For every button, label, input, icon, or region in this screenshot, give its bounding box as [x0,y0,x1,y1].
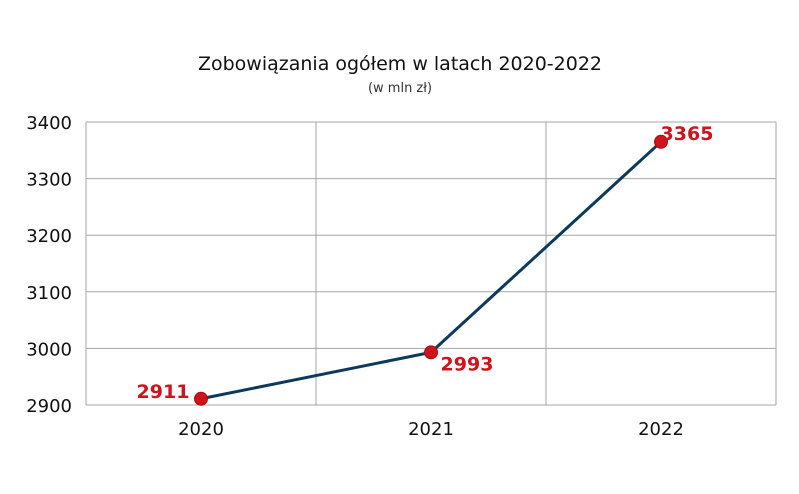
x-tick-label: 2022 [638,419,684,440]
y-tick-label: 3300 [26,170,72,191]
chart-title: Zobowiązania ogółem w latach 2020-2022 [198,53,602,75]
series-group [194,134,668,406]
data-point [194,391,208,406]
x-axis: 2020 2021 2022 [178,419,684,440]
grid [85,121,777,406]
x-tick-label: 2021 [408,419,454,440]
y-tick-label: 3100 [26,283,72,304]
y-axis: 2900 3000 3100 3200 3300 3400 [26,113,72,417]
data-label: 2911 [137,381,190,403]
y-tick-label: 3000 [26,339,72,360]
y-tick-label: 3200 [26,226,72,247]
y-tick-label: 2900 [26,396,72,417]
data-labels: 2911 2993 3365 [137,123,714,403]
data-point [424,345,438,360]
data-label: 2993 [441,353,494,375]
x-tick-label: 2020 [178,419,224,440]
data-label: 3365 [661,123,714,145]
data-point [654,134,668,149]
series-line [200,140,663,401]
chart-subtitle: (w mln zł) [368,81,432,96]
y-tick-label: 3400 [26,113,72,134]
